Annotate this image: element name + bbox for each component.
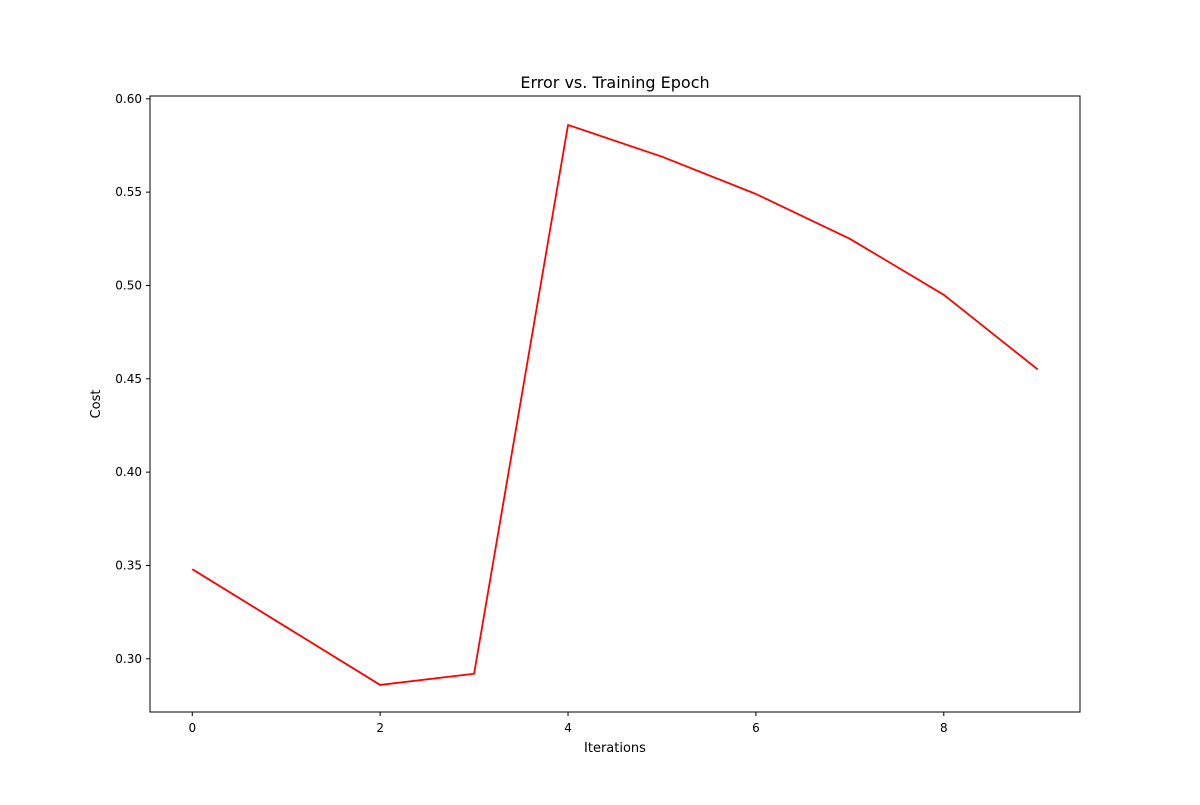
series-layer [191, 124, 1039, 686]
x-tick-label: 8 [940, 721, 948, 735]
x-axis-ticks: 0 2 4 6 8 [188, 712, 948, 735]
y-tick-label: 0.30 [115, 652, 142, 666]
y-tick-label: 0.35 [115, 558, 142, 572]
y-tick-label: 0.40 [115, 465, 142, 479]
x-axis-label: Iterations [584, 741, 646, 756]
y-axis-label: Cost [89, 390, 104, 419]
x-tick-label: 0 [188, 721, 196, 735]
x-tick-label: 6 [752, 721, 760, 735]
y-tick-label: 0.60 [115, 92, 142, 106]
x-tick-label: 4 [564, 721, 572, 735]
x-tick-label: 2 [376, 721, 384, 735]
chart-title: Error vs. Training Epoch [520, 73, 709, 92]
plot-area [149, 95, 1081, 713]
y-tick-label: 0.55 [115, 185, 142, 199]
y-tick-label: 0.50 [115, 278, 142, 292]
y-tick-label: 0.45 [115, 372, 142, 386]
cost-series-line [191, 124, 1039, 686]
y-axis-ticks: 0.30 0.35 0.40 0.45 0.50 0.55 0.60 [115, 92, 150, 666]
